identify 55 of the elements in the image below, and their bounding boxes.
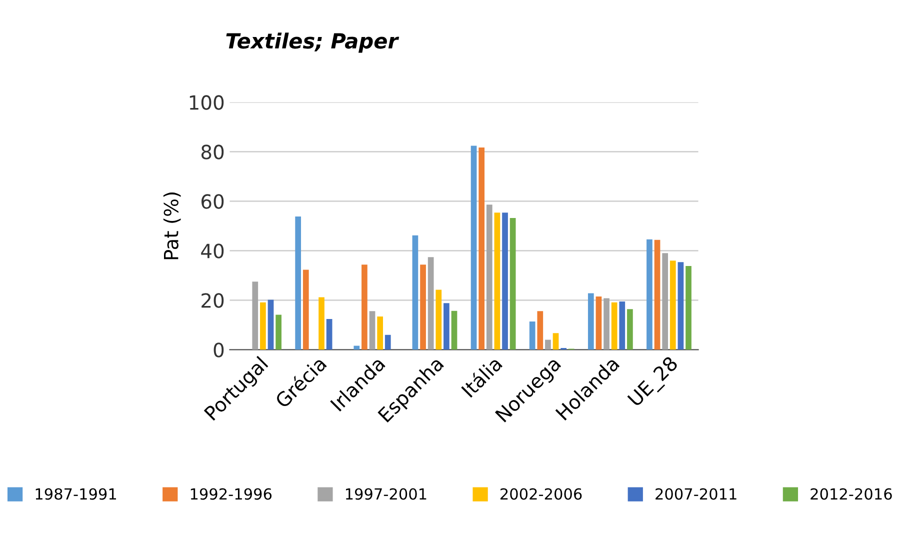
y-tick-label: 0 [214, 342, 224, 358]
bar [604, 298, 610, 350]
bar [384, 334, 391, 350]
bar [470, 146, 477, 350]
bar [412, 235, 418, 350]
bar [354, 346, 360, 350]
bar [420, 264, 426, 350]
bar [654, 240, 660, 350]
bar [537, 311, 544, 350]
bar [686, 266, 692, 350]
bar [318, 297, 324, 350]
bar [295, 216, 302, 350]
bar [302, 270, 309, 350]
bar [326, 319, 332, 350]
bar [369, 311, 376, 350]
legend-label: 2012-2016 [810, 488, 892, 500]
y-axis-title: Pat (%) [163, 192, 181, 260]
y-tick-label: 20 [202, 293, 224, 308]
bar [268, 300, 274, 350]
bar [377, 316, 383, 350]
bar [451, 310, 458, 350]
bar [588, 293, 594, 350]
bar [662, 253, 668, 350]
bar [510, 218, 516, 350]
bar [529, 321, 536, 350]
legend-label: 2007-2011 [656, 488, 736, 500]
bar [627, 309, 633, 350]
bar [596, 296, 602, 350]
legend-label: 1992-1996 [190, 488, 272, 500]
y-tick-label: 100 [190, 95, 224, 110]
legend-label: 1987-1991 [36, 488, 116, 500]
bar [678, 262, 684, 350]
bar [260, 302, 266, 350]
bar [611, 302, 618, 350]
bar [670, 260, 676, 350]
y-tick-label: 80 [201, 144, 224, 160]
legend-label: 1997-2001 [346, 488, 426, 500]
bar [252, 282, 258, 350]
bar [444, 303, 450, 350]
bar [478, 148, 485, 350]
chart-title: Textiles; Paper [226, 32, 400, 53]
bar [552, 333, 559, 350]
bar [545, 340, 551, 350]
bar [502, 212, 508, 350]
y-tick-label: 40 [201, 244, 224, 258]
bar [486, 204, 492, 350]
bar [428, 257, 434, 350]
bar [362, 264, 368, 350]
bar [646, 239, 652, 350]
bar [619, 301, 626, 350]
y-tick-label: 60 [202, 194, 224, 209]
legend-label: 2002-2006 [500, 488, 582, 500]
bar [276, 314, 282, 350]
bar [436, 290, 442, 350]
bar [494, 212, 500, 350]
